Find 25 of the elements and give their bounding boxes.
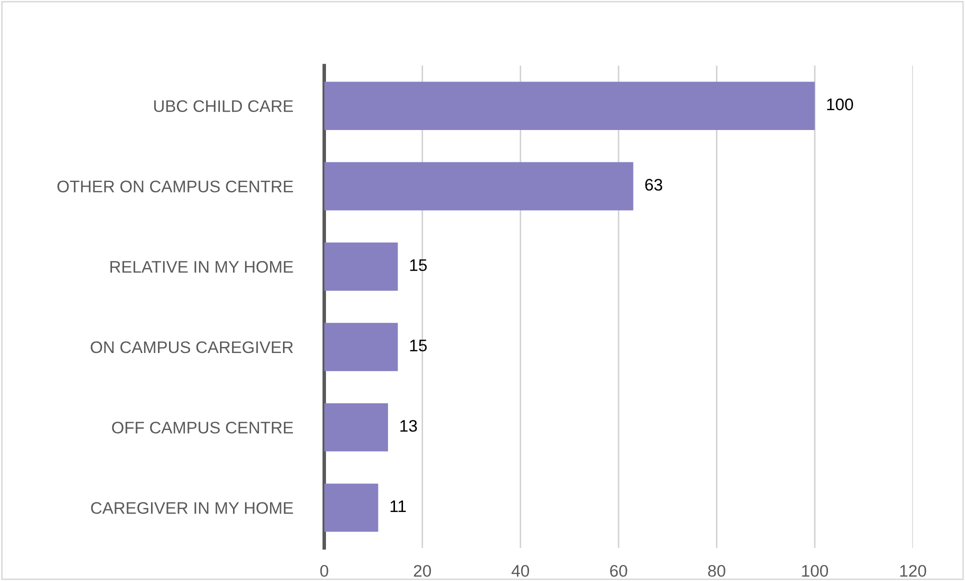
x-tick-label: 120	[900, 564, 926, 577]
bar	[324, 484, 378, 532]
bar	[324, 322, 398, 372]
y-tick-label: OTHER ON CAMPUS CENTRE	[57, 180, 293, 192]
data-label: 15	[410, 259, 427, 272]
x-tick-label: 80	[708, 564, 726, 577]
x-tick-label: 20	[414, 564, 431, 577]
x-tick-label: 40	[512, 564, 530, 577]
y-tick-label: OFF CAMPUS CENTRE	[112, 422, 293, 434]
bar	[324, 242, 398, 291]
x-tick-label: 0	[320, 564, 328, 577]
data-label: 13	[400, 420, 417, 432]
bar	[324, 162, 634, 210]
data-label: 11	[390, 500, 406, 512]
x-tick-label: 60	[610, 564, 628, 577]
y-tick-label: ON CAMPUS CAREGIVER	[90, 341, 293, 354]
y-tick-label: RELATIVE IN MY HOME	[110, 260, 293, 273]
x-tick-label: 100	[802, 564, 828, 577]
data-label: 100	[827, 98, 854, 110]
y-tick-label: CAREGIVER IN MY HOME	[91, 502, 293, 514]
data-label: 15	[410, 340, 427, 352]
y-tick-label: UBC CHILD CARE	[154, 100, 293, 112]
bar	[324, 82, 815, 130]
data-label: 63	[645, 178, 662, 191]
bar	[324, 403, 388, 452]
